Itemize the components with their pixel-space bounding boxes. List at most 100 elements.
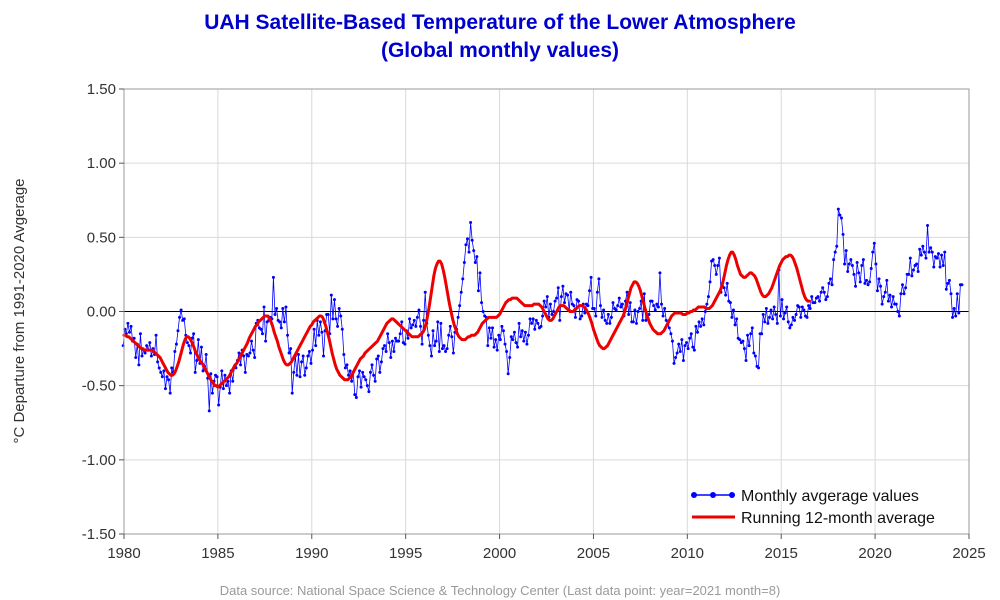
data-point: [620, 302, 624, 306]
data-point: [904, 286, 908, 290]
data-point: [378, 370, 382, 374]
data-point: [954, 314, 958, 318]
data-point: [312, 327, 316, 331]
data-point: [935, 256, 939, 260]
data-point: [705, 302, 709, 306]
data-point: [782, 317, 786, 321]
data-point: [400, 320, 404, 324]
data-point: [199, 345, 203, 349]
data-point: [167, 378, 171, 382]
data-point: [295, 373, 299, 377]
data-point: [210, 391, 214, 395]
data-point: [519, 335, 523, 339]
data-point: [670, 339, 674, 343]
y-tick-label-1: -1.00: [82, 452, 116, 469]
data-point: [896, 310, 900, 313]
data-point: [176, 329, 180, 333]
data-point: [508, 355, 512, 359]
data-point: [445, 347, 449, 351]
data-point: [627, 312, 631, 316]
data-point: [160, 375, 164, 379]
data-point: [372, 373, 376, 377]
data-point: [573, 315, 577, 319]
data-point: [296, 353, 300, 357]
data-point: [290, 391, 294, 395]
data-point: [805, 315, 809, 319]
data-point: [282, 320, 286, 324]
data-point: [786, 320, 790, 324]
data-point: [495, 348, 499, 352]
legend-marker-monthly-1: [691, 492, 697, 498]
chart-title-line-1: UAH Satellite-Based Temperature of the L…: [204, 11, 796, 34]
data-point: [520, 329, 524, 333]
data-point: [731, 308, 735, 312]
data-point: [156, 360, 160, 364]
data-point: [822, 290, 826, 294]
data-point: [915, 262, 919, 266]
data-point: [572, 304, 576, 308]
data-point: [703, 310, 707, 313]
data-point: [163, 387, 167, 391]
data-point: [788, 326, 792, 330]
data-point: [259, 327, 263, 331]
data-point: [608, 321, 612, 325]
data-point: [239, 363, 243, 367]
data-point: [304, 366, 308, 370]
y-axis-label: °C Departure from 1991-2020 Avgerage: [11, 178, 28, 443]
data-point: [655, 302, 659, 306]
data-point: [611, 301, 615, 305]
data-point: [548, 302, 552, 306]
data-point: [429, 354, 433, 358]
data-point: [625, 290, 629, 294]
data-point: [228, 391, 232, 395]
data-point: [578, 317, 582, 321]
data-point: [334, 317, 338, 321]
data-point: [566, 293, 570, 297]
data-point: [318, 320, 322, 324]
data-point: [329, 293, 333, 297]
data-point: [469, 221, 473, 224]
data-point: [470, 238, 474, 242]
data-point: [675, 351, 679, 355]
data-point: [922, 250, 926, 254]
data-point: [960, 283, 964, 287]
data-point: [824, 298, 828, 302]
data-point: [838, 213, 842, 217]
data-point: [278, 320, 282, 324]
data-point: [927, 250, 931, 254]
data-point: [775, 321, 779, 325]
data-point: [428, 344, 432, 348]
data-point: [336, 324, 340, 328]
legend: Monthly avgerage values Running 12-month…: [691, 488, 935, 527]
data-point: [697, 320, 701, 324]
x-tick-label-5: 2005: [577, 545, 610, 562]
data-point: [459, 290, 463, 294]
data-point: [559, 295, 563, 299]
data-point: [597, 277, 601, 281]
data-point: [284, 305, 288, 309]
data-point: [193, 370, 197, 374]
data-point: [409, 326, 413, 330]
data-point: [472, 249, 476, 253]
data-point: [536, 321, 540, 325]
data-point: [797, 305, 801, 309]
data-point: [916, 269, 920, 273]
data-point: [273, 312, 277, 316]
data-point: [393, 336, 397, 340]
data-point: [728, 301, 732, 305]
data-point: [332, 298, 336, 302]
data-point: [810, 295, 814, 299]
data-point: [248, 351, 252, 355]
data-point: [550, 312, 554, 316]
data-point: [417, 308, 421, 312]
data-point: [168, 391, 172, 395]
data-point: [509, 335, 513, 339]
data-point: [774, 312, 778, 316]
data-point: [669, 332, 673, 336]
data-point: [683, 344, 687, 348]
data-point: [503, 342, 507, 346]
data-point: [531, 317, 535, 321]
data-point: [489, 336, 493, 340]
data-point: [769, 308, 773, 312]
data-point: [858, 280, 862, 284]
